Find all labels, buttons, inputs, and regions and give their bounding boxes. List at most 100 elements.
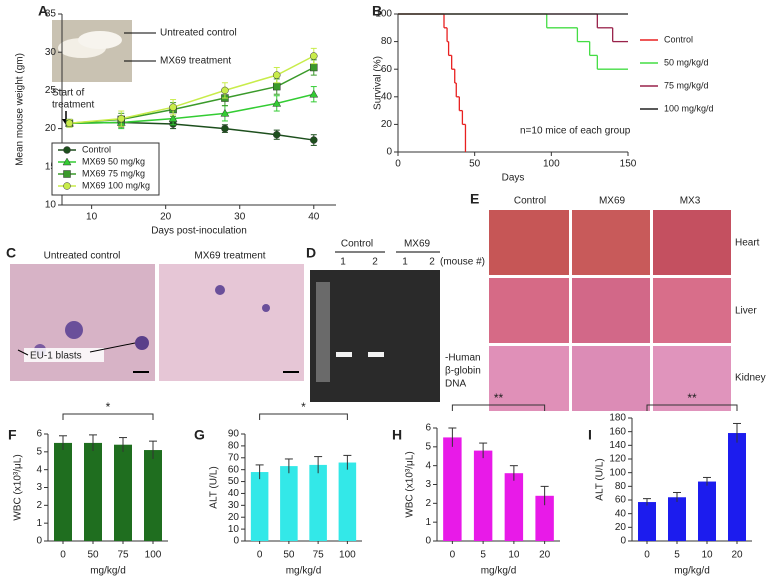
band-label: β-globin <box>445 366 481 377</box>
x-tick-label: 5 <box>674 550 680 561</box>
annotation: Untreated control <box>160 28 237 39</box>
y-tick-label: 0 <box>386 147 392 158</box>
histology <box>653 346 731 411</box>
y-tick-label: 80 <box>381 36 393 47</box>
marker <box>273 71 281 79</box>
group-label: Control <box>341 239 373 250</box>
y-tick-label: 6 <box>36 429 42 440</box>
y-tick-label: 100 <box>609 467 626 478</box>
label-bg <box>24 348 104 362</box>
arrow <box>17 349 29 356</box>
y-tick-label: 20 <box>381 119 393 130</box>
y-tick-label: 2 <box>36 500 42 511</box>
y-tick-label: 0 <box>425 536 431 547</box>
bar <box>250 472 269 541</box>
panel-label: C <box>6 245 16 261</box>
lane-label: 2 <box>429 257 435 268</box>
x-tick-label: 50 <box>87 550 99 561</box>
bar <box>144 450 162 541</box>
marker <box>221 124 229 133</box>
marker <box>272 98 282 107</box>
y-tick-label: 4 <box>36 464 42 475</box>
cell <box>262 304 270 312</box>
y-tick-label: 60 <box>228 464 240 475</box>
ladder <box>316 282 330 382</box>
x-tick-label: 20 <box>731 550 743 561</box>
significance-bracket <box>646 404 738 411</box>
panel-label: A <box>38 3 48 19</box>
significance: ** <box>687 391 697 405</box>
marker <box>65 119 74 128</box>
gel <box>310 270 440 402</box>
marker <box>62 157 72 166</box>
y-tick-label: 40 <box>228 488 240 499</box>
cell <box>215 285 225 295</box>
marker <box>273 82 281 91</box>
x-tick-label: 75 <box>313 550 325 561</box>
significance-bracket <box>259 413 348 420</box>
panel-label: G <box>194 427 205 443</box>
y-tick-label: 2 <box>425 498 431 509</box>
annotation: Start of <box>52 88 84 99</box>
group-label: MX69 <box>404 239 431 250</box>
y-tick-label: 100 <box>375 9 392 20</box>
y-tick-label: 15 <box>45 161 57 172</box>
x-tick-label: 10 <box>508 550 520 561</box>
x-tick-label: 50 <box>469 159 481 170</box>
x-tick-label: 40 <box>308 212 320 223</box>
marker <box>310 52 318 60</box>
y-tick-label: 80 <box>228 441 240 452</box>
x-tick-label: 75 <box>117 550 129 561</box>
y-tick-label: 1 <box>36 518 42 529</box>
y-tick-label: 160 <box>609 426 626 437</box>
significance: * <box>106 400 111 414</box>
panel-label: F <box>8 427 17 443</box>
histology <box>489 346 569 411</box>
panel-title: MX69 treatment <box>194 251 265 262</box>
y-tick-label: 4 <box>425 460 431 471</box>
y-tick-label: 3 <box>36 482 42 493</box>
bar <box>114 444 132 541</box>
panel-label: D <box>306 245 316 261</box>
column-label: MX3 <box>680 196 701 207</box>
row-label: Liver <box>735 306 757 317</box>
y-tick-label: 60 <box>615 495 627 506</box>
x-tick-label: 10 <box>701 550 713 561</box>
x-tick-label: 0 <box>450 550 456 561</box>
y-tick-label: 40 <box>615 508 627 519</box>
bar <box>668 497 686 541</box>
micrograph <box>159 264 304 381</box>
legend-label: 75 mg/kg/d <box>664 80 709 90</box>
lane-label: 1 <box>340 257 346 268</box>
marker <box>63 146 71 154</box>
annotation: EU-1 blasts <box>30 351 82 362</box>
bar <box>535 495 554 541</box>
legend-label: MX69 75 mg/kg <box>82 168 145 178</box>
panel-label: E <box>470 191 479 207</box>
bar <box>638 502 656 541</box>
x-tick-label: 100 <box>543 159 560 170</box>
bar <box>309 464 327 541</box>
y-tick-label: 20 <box>615 522 627 533</box>
x-axis-label: Days post-inoculation <box>151 226 247 237</box>
y-tick-label: 20 <box>45 123 57 134</box>
x-axis-label: Days <box>502 173 525 184</box>
bar <box>443 437 462 541</box>
row-label: Kidney <box>735 373 766 384</box>
annotation: n=10 mice of each group <box>520 126 631 137</box>
scale-bar <box>133 371 149 373</box>
legend-label: MX69 100 mg/kg <box>82 180 150 190</box>
legend-label: Control <box>82 144 111 154</box>
panel-label: B <box>372 3 382 19</box>
histology <box>653 210 731 275</box>
marker <box>310 63 318 72</box>
y-axis-label: WBC (x10³/μL) <box>405 451 416 517</box>
marker <box>63 170 71 178</box>
x-tick-label: 20 <box>160 212 172 223</box>
mouse-shape <box>78 31 122 49</box>
x-axis-label: mg/kg/d <box>481 566 517 577</box>
bar <box>54 442 72 541</box>
x-tick-label: 100 <box>339 550 356 561</box>
marker <box>169 103 177 111</box>
